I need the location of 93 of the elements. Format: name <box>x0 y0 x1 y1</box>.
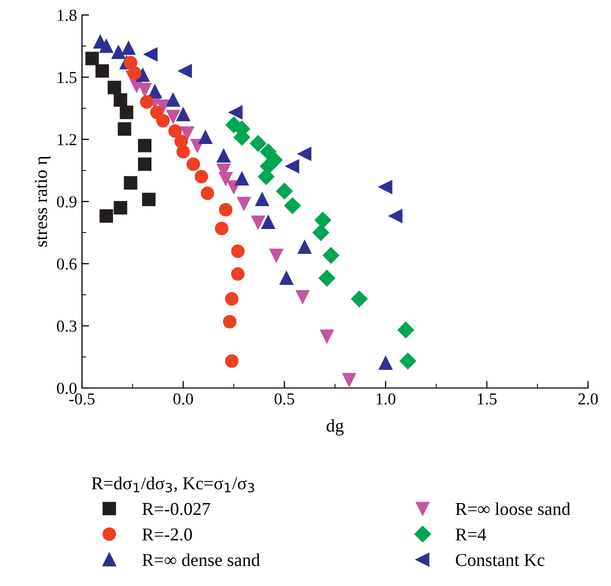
point <box>166 110 180 124</box>
legend-label: Constant Kc <box>456 554 544 566</box>
point <box>112 46 126 60</box>
point <box>378 180 392 194</box>
point <box>251 215 265 229</box>
point <box>342 372 356 386</box>
point <box>284 197 301 214</box>
point <box>250 135 266 152</box>
point <box>214 222 228 236</box>
point <box>200 186 214 200</box>
point <box>255 192 269 206</box>
point <box>166 93 180 107</box>
x-tick-label: 1.5 <box>478 393 497 405</box>
point <box>114 200 128 214</box>
point <box>178 64 192 78</box>
point <box>225 292 239 306</box>
legend-label: R=∞ dense sand <box>142 553 260 566</box>
point <box>100 209 114 223</box>
point <box>186 157 200 171</box>
point <box>168 124 182 138</box>
legend-label: R=∞ loose sand <box>456 502 570 516</box>
x-tick-label: 2.0 <box>578 393 598 405</box>
point <box>270 248 284 262</box>
point <box>138 82 152 96</box>
x-tick-label: 1.0 <box>376 393 396 405</box>
point <box>124 176 138 190</box>
point <box>225 354 239 368</box>
y-tick-label: 0.0 <box>56 382 77 394</box>
point <box>122 41 136 55</box>
legend-label: R=-0.027 <box>142 502 210 516</box>
point <box>296 290 310 304</box>
point <box>156 114 170 128</box>
point <box>142 192 156 206</box>
point <box>276 182 293 200</box>
point <box>237 196 251 210</box>
point <box>144 48 158 62</box>
y-tick-label: 0.9 <box>56 196 76 208</box>
point <box>298 147 312 161</box>
point <box>400 352 416 370</box>
point <box>174 134 188 148</box>
point <box>85 52 99 66</box>
x-tick-label: 0.0 <box>173 393 193 405</box>
point <box>176 145 190 159</box>
point <box>198 130 212 144</box>
point <box>388 209 402 223</box>
point <box>124 56 138 70</box>
point <box>298 240 312 254</box>
point <box>180 126 194 140</box>
point <box>286 160 300 174</box>
point <box>314 212 332 228</box>
point <box>176 108 190 122</box>
point <box>138 138 152 152</box>
y-tick-label: 0.6 <box>56 258 77 270</box>
point <box>218 172 232 186</box>
point <box>140 95 154 109</box>
legend-title: R=dσ$_{1}$/dσ$_{3}$, Kc=σ$_{1}$/σ$_{3}$ <box>92 476 254 492</box>
point <box>351 290 368 308</box>
y-axis-title: stress ratio η <box>34 156 51 247</box>
point <box>235 172 249 186</box>
point <box>231 244 245 258</box>
point <box>108 80 122 94</box>
point <box>398 322 414 338</box>
point <box>231 267 245 281</box>
point <box>223 314 236 328</box>
point <box>138 157 152 171</box>
point <box>114 93 128 107</box>
point <box>118 122 132 136</box>
x-tick-label: -0.5 <box>69 393 95 405</box>
point <box>320 329 334 343</box>
point <box>96 64 109 78</box>
y-tick-label: 0.3 <box>56 320 76 332</box>
point <box>261 215 275 229</box>
legend-label: R=-2.0 <box>142 528 192 541</box>
y-tick-label: 1.8 <box>58 10 77 22</box>
point <box>312 224 330 241</box>
point <box>148 84 162 98</box>
point <box>194 170 208 184</box>
y-tick-label: 1.2 <box>58 134 76 146</box>
point <box>280 271 294 285</box>
point <box>318 270 336 286</box>
point <box>378 356 392 370</box>
y-tick-label: 1.5 <box>58 72 76 84</box>
point <box>128 66 142 80</box>
point <box>322 247 340 264</box>
point <box>218 203 232 217</box>
point <box>120 106 134 120</box>
x-tick-label: 0.5 <box>274 393 294 405</box>
point <box>229 106 243 120</box>
legend-label: R=4 <box>456 528 486 540</box>
point <box>100 39 114 53</box>
x-axis-title: dg <box>326 419 344 436</box>
point <box>216 149 230 163</box>
point <box>258 168 274 185</box>
